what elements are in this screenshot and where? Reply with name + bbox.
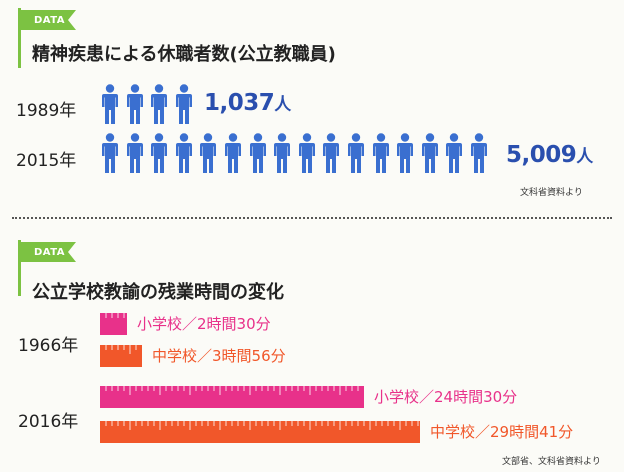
bar-label-junior-1966: 中学校／3時間56分: [152, 347, 286, 365]
person-icon: [151, 84, 168, 124]
person-icon: [225, 133, 241, 173]
bar-elementary-2016: [100, 386, 364, 408]
bar-rect: [100, 386, 364, 408]
bar-elementary-1966: [100, 313, 127, 335]
bar-label-junior-2016: 中学校／29時間41分: [430, 423, 574, 441]
person-icon: [421, 133, 438, 173]
person-icon: [249, 133, 266, 173]
bar-label-elementary-1966: 小学校／2時間30分: [137, 315, 271, 333]
flag-icon: [18, 240, 76, 296]
data-flag-2: DATA: [12, 240, 82, 298]
year-label-1989: 1989年: [16, 101, 77, 121]
source-note-1: 文科省資料より: [520, 188, 583, 198]
section-divider: [12, 217, 612, 219]
person-icon: [397, 133, 414, 173]
count-value-1989: 1,037: [204, 90, 275, 116]
bar-rect: [100, 313, 127, 335]
source-note-2: 文部省、文科省資料より: [502, 457, 601, 467]
count-unit-1989: 人: [274, 95, 292, 115]
bar-label-elementary-2016: 小学校／24時間30分: [374, 388, 518, 406]
data-badge-1: DATA: [34, 15, 66, 26]
figure-row-2015: [100, 133, 500, 175]
data-flag-1: DATA: [12, 8, 82, 70]
bar-rect: [100, 421, 420, 443]
year-label-1966: 1966年: [18, 336, 79, 356]
data-badge-2: DATA: [34, 247, 66, 258]
flag-icon: [18, 8, 76, 68]
person-icon: [200, 133, 217, 173]
bar-junior-1966: [100, 345, 142, 367]
bar-junior-2016: [100, 421, 420, 443]
person-icon: [126, 84, 143, 124]
person-icon: [298, 133, 315, 173]
person-icon: [348, 133, 364, 173]
count-1989: 1,037人: [204, 90, 291, 116]
year-label-2015: 2015年: [16, 151, 77, 171]
person-icon: [126, 133, 143, 173]
figure-row-1989: [100, 84, 200, 126]
person-icon: [151, 133, 168, 173]
person-icon: [471, 133, 487, 173]
count-value-2015: 5,009: [506, 142, 577, 168]
person-icon: [446, 133, 463, 173]
section1-title: 精神疾患による休職者数(公立教職員): [32, 44, 336, 65]
person-icon: [102, 133, 118, 173]
bar-rect: [100, 345, 142, 367]
section2-title: 公立学校教諭の残業時間の変化: [32, 282, 284, 303]
count-unit-2015: 人: [576, 147, 594, 167]
person-icon: [175, 84, 192, 124]
person-icon: [372, 133, 389, 173]
person-icon: [102, 84, 118, 124]
person-icon: [323, 133, 340, 173]
count-2015: 5,009人: [506, 142, 593, 168]
year-label-2016: 2016年: [18, 412, 79, 432]
person-icon: [274, 133, 291, 173]
person-icon: [175, 133, 192, 173]
